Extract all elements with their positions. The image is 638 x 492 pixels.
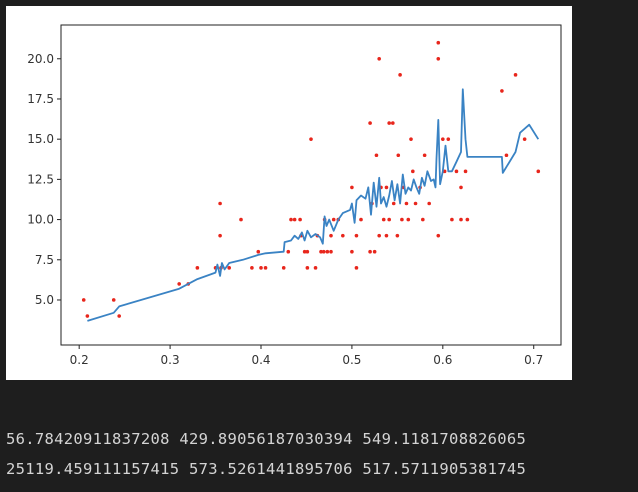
data-point xyxy=(387,217,391,222)
data-point xyxy=(465,217,470,222)
data-point xyxy=(81,298,86,302)
y-tick-label: 12.5 xyxy=(27,172,54,186)
data-point xyxy=(354,266,359,270)
data-point xyxy=(400,217,404,222)
output-line-2: 25119.459111157415 573.5261441895706 517… xyxy=(6,460,527,478)
data-point xyxy=(446,137,451,141)
data-point xyxy=(111,298,116,302)
data-point xyxy=(513,73,518,77)
data-point xyxy=(436,233,441,238)
data-point xyxy=(359,217,363,222)
data-point xyxy=(227,266,231,270)
x-tick-label: 0.3 xyxy=(161,353,180,367)
data-point xyxy=(292,217,297,222)
data-point xyxy=(341,233,345,238)
data-point xyxy=(321,249,326,254)
data-point xyxy=(309,137,313,141)
data-point xyxy=(436,40,441,45)
data-point xyxy=(395,233,400,238)
data-point xyxy=(374,153,379,158)
data-point xyxy=(239,217,243,222)
series-line xyxy=(87,88,540,322)
data-point xyxy=(331,217,336,222)
data-point xyxy=(384,185,389,190)
y-tick-label: 7.5 xyxy=(35,253,54,267)
data-point xyxy=(500,89,504,93)
data-point xyxy=(391,121,395,125)
x-tick-label: 0.6 xyxy=(433,353,452,367)
data-point xyxy=(313,266,318,270)
data-point xyxy=(406,217,411,222)
data-point xyxy=(286,249,291,254)
data-point xyxy=(463,169,468,174)
data-point xyxy=(387,121,391,125)
y-tick-label: 20.0 xyxy=(27,52,54,66)
y-tick-label: 5.0 xyxy=(35,293,54,307)
data-point xyxy=(441,137,445,141)
data-point xyxy=(368,249,372,254)
data-point xyxy=(404,201,409,206)
data-point xyxy=(391,201,396,206)
data-point xyxy=(398,73,402,77)
data-point xyxy=(377,56,381,61)
x-tick-label: 0.2 xyxy=(70,353,89,367)
axes-frame xyxy=(60,24,562,346)
y-tick-label: 15.0 xyxy=(27,132,54,146)
plot-image: 0.2 0.3 0.4 0.5 0.6 0.7 5.0 7.5 10.0 12.5 15.0 17.5… xyxy=(6,6,572,380)
data-point xyxy=(377,233,381,238)
data-point xyxy=(117,314,121,318)
data-point xyxy=(368,121,372,125)
data-point xyxy=(256,249,261,254)
data-point xyxy=(409,137,413,141)
data-point xyxy=(422,153,427,158)
data-point xyxy=(85,314,90,318)
x-tick-label: 0.5 xyxy=(342,353,361,367)
data-point xyxy=(305,249,310,254)
data-point xyxy=(305,266,310,270)
x-tick-label: 0.7 xyxy=(524,353,543,367)
data-point xyxy=(436,56,441,61)
data-point xyxy=(384,233,389,238)
data-point xyxy=(354,233,359,238)
data-point xyxy=(298,217,302,222)
data-point xyxy=(536,169,541,174)
data-point xyxy=(504,153,509,158)
y-tick-label: 10.0 xyxy=(27,213,54,227)
data-point xyxy=(329,233,333,238)
data-point xyxy=(263,266,268,270)
data-point xyxy=(381,217,386,222)
data-point xyxy=(522,137,527,141)
data-point xyxy=(195,266,200,270)
data-point xyxy=(218,201,222,206)
y-tick-label: 17.5 xyxy=(27,92,54,106)
data-point xyxy=(350,185,354,190)
data-point xyxy=(218,233,222,238)
data-point xyxy=(421,217,425,222)
x-tick-label: 0.4 xyxy=(251,353,270,367)
data-point xyxy=(459,185,463,190)
data-point xyxy=(177,282,181,286)
data-point xyxy=(302,249,307,254)
data-point xyxy=(319,249,323,254)
data-point xyxy=(450,217,454,222)
data-point xyxy=(459,217,463,222)
data-point xyxy=(411,169,415,174)
data-point xyxy=(281,266,286,270)
data-point xyxy=(259,266,263,270)
data-point xyxy=(250,266,254,270)
data-point xyxy=(413,201,418,206)
output-line-1: 56.78420911837208 429.89056187030394 549… xyxy=(6,430,527,448)
scatter-line-chart: 0.2 0.3 0.4 0.5 0.6 0.7 5.0 7.5 10.0 12.5 15.0 17.5… xyxy=(27,24,562,367)
data-point xyxy=(329,249,333,254)
data-point xyxy=(454,169,459,174)
data-point xyxy=(396,153,401,158)
data-point xyxy=(427,201,431,206)
data-point xyxy=(350,249,354,254)
data-point xyxy=(372,249,377,254)
data-point xyxy=(325,249,330,254)
data-point xyxy=(289,217,293,222)
